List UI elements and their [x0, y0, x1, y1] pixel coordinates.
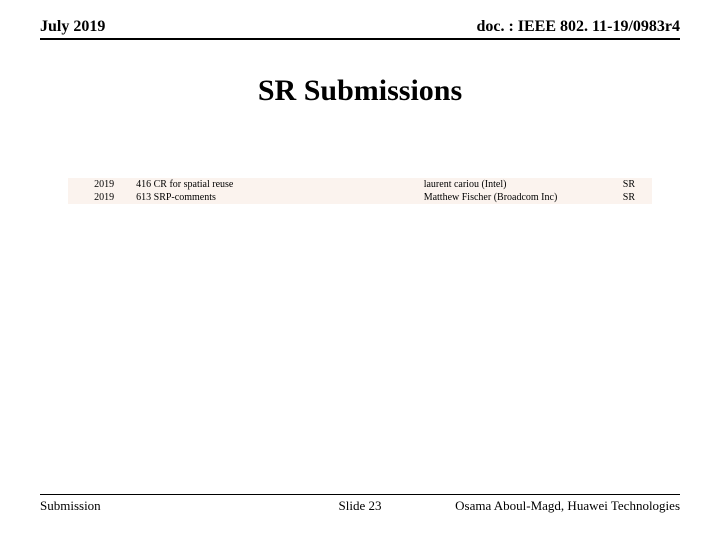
footer-right: Osama Aboul-Magd, Huawei Technologies [455, 498, 680, 514]
cell-tag: SR [619, 191, 652, 204]
header-docnum: doc. : IEEE 802. 11-19/0983r4 [476, 18, 680, 36]
cell-author: Matthew Fischer (Broadcom Inc) [420, 191, 619, 204]
table-row: 2019 613 SRP-comments Matthew Fischer (B… [68, 191, 652, 204]
cell-year: 2019 [68, 178, 132, 191]
cell-desc: 416 CR for spatial reuse [132, 178, 420, 191]
submissions-table: 2019 416 CR for spatial reuse laurent ca… [68, 178, 652, 204]
cell-year: 2019 [68, 191, 132, 204]
submissions-table-wrap: 2019 416 CR for spatial reuse laurent ca… [40, 178, 680, 204]
slide-title: SR Submissions [40, 74, 680, 108]
slide-footer: Submission Slide 23 Osama Aboul-Magd, Hu… [40, 494, 680, 514]
slide-header: July 2019 doc. : IEEE 802. 11-19/0983r4 [40, 18, 680, 40]
header-date: July 2019 [40, 18, 105, 36]
cell-author: laurent cariou (Intel) [420, 178, 619, 191]
table-row: 2019 416 CR for spatial reuse laurent ca… [68, 178, 652, 191]
cell-desc: 613 SRP-comments [132, 191, 420, 204]
footer-left: Submission [40, 498, 101, 514]
cell-tag: SR [619, 178, 652, 191]
